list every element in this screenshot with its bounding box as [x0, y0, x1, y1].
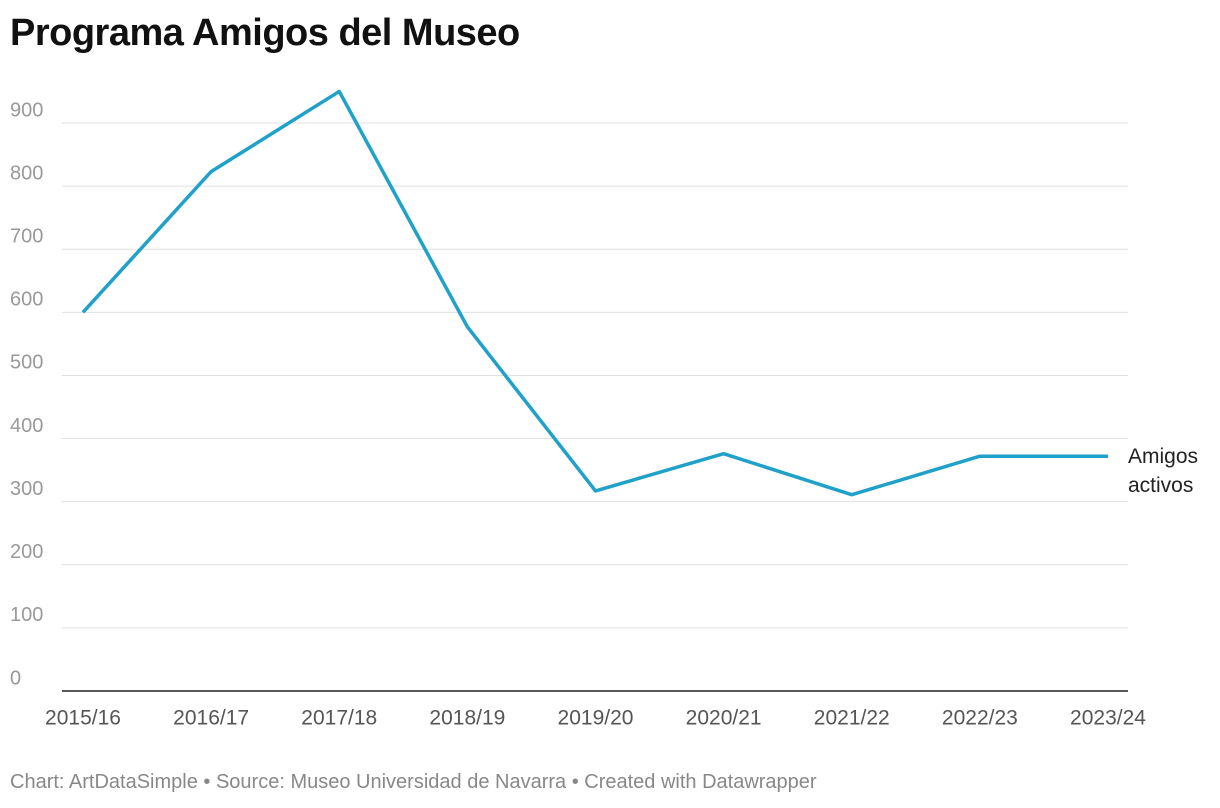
y-tick-label: 300: [10, 478, 43, 500]
y-tick-label: 900: [10, 99, 43, 121]
x-tick-label: 2022/23: [942, 707, 1018, 730]
y-tick-label: 800: [10, 162, 43, 184]
footer: Chart: ArtDataSimple • Source: Museo Uni…: [10, 771, 817, 793]
y-tick-label: 500: [10, 352, 43, 374]
series-label: Amigos activos: [1128, 445, 1199, 497]
y-tick-label: 700: [10, 226, 43, 248]
x-tick-label: 2023/24: [1070, 707, 1146, 730]
x-tick-label: 2018/19: [429, 707, 505, 730]
y-tick-label: 200: [10, 541, 43, 563]
x-tick-label: 2016/17: [173, 707, 249, 730]
line: [81, 89, 1108, 497]
x-tick-label: 2019/20: [558, 707, 634, 730]
y-tick-label: 100: [10, 604, 43, 626]
x-tick-label: 2015/16: [45, 707, 121, 730]
chart-title: Programa Amigos del Museo: [10, 12, 520, 54]
x-tick-label: 2021/22: [814, 707, 890, 730]
x-tick-label: 2020/21: [686, 707, 762, 730]
y-tick-label: 0: [10, 667, 21, 689]
y-tick-label: 600: [10, 289, 43, 311]
x-tick-label: 2017/18: [301, 707, 377, 730]
y-tick-label: 400: [10, 415, 43, 437]
